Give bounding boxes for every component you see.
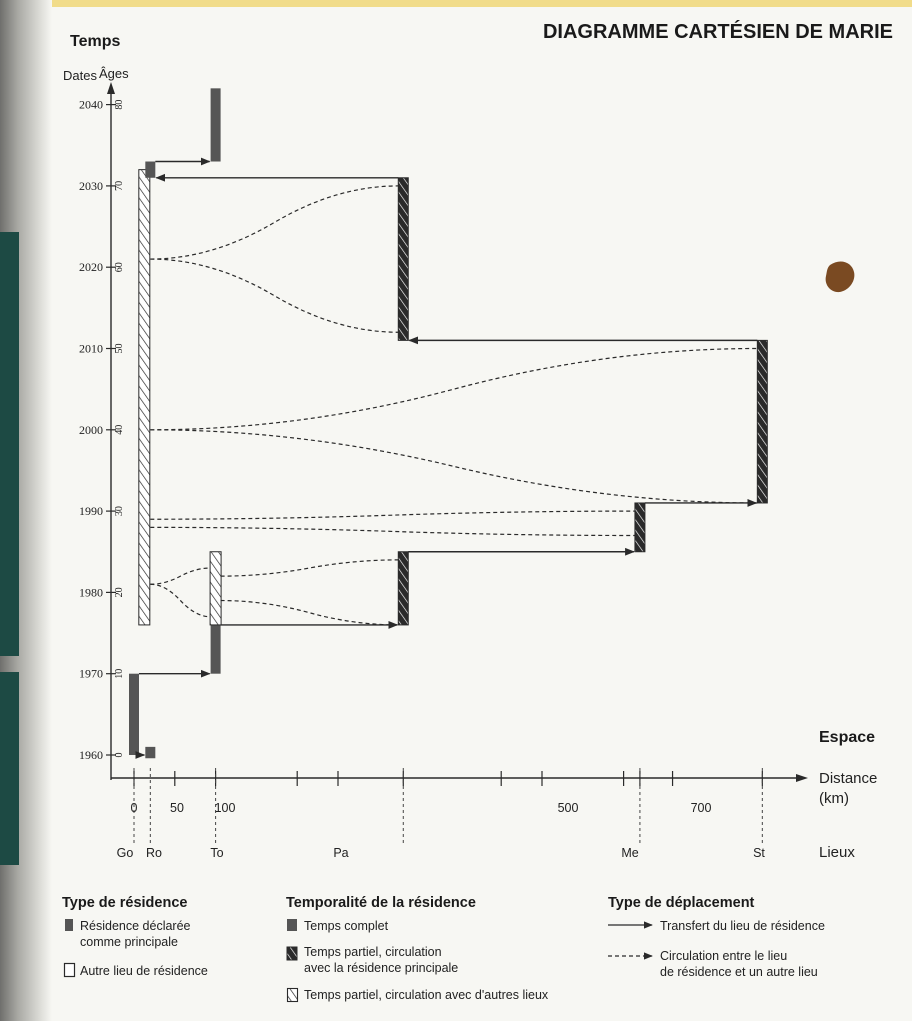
place-label-st: St: [753, 846, 765, 860]
legend-residence-title: Type de résidence: [62, 895, 187, 911]
x-axis-arrow: [796, 774, 808, 782]
legend-circulation-label: Circulation entre le lieu: [660, 949, 787, 963]
age-label-10: 10: [114, 669, 125, 679]
legend-temporality-title: Temporalité de la résidence: [286, 895, 476, 911]
date-label-1980: 1980: [79, 585, 103, 599]
circulation-line-5: [150, 526, 635, 537]
y-axis-title: Temps: [70, 33, 120, 50]
age-label-70: 70: [114, 181, 125, 191]
residence-bar-to-1976: [209, 551, 222, 626]
residence-bar-ro-1959.6: [145, 746, 156, 759]
circulation-line-3: [220, 559, 399, 577]
x-tick-label-0: 0: [131, 801, 138, 815]
x-tick-label-50: 50: [170, 801, 184, 815]
age-label-30: 30: [114, 506, 125, 516]
x-tick-label-500: 500: [558, 801, 579, 815]
distance-unit-label: (km): [819, 790, 849, 807]
distance-label: Distance: [819, 770, 877, 787]
residence-bar-to-1970: [210, 624, 221, 674]
dates-column-header: Dates: [63, 68, 97, 83]
places-axis-label: Lieux: [819, 844, 855, 861]
circulation-line-7: [150, 429, 758, 504]
legend-partial-other-label: Temps partiel, circulation avec d'autres…: [304, 988, 549, 1002]
date-label-2030: 2030: [79, 179, 103, 193]
residence-bar-pa-1976: [397, 551, 409, 626]
date-label-2020: 2020: [79, 260, 103, 274]
legend-principal-label-line2: comme principale: [80, 935, 178, 949]
legend-partial-other-swatch: [286, 987, 299, 1003]
legend-movement-title: Type de déplacement: [608, 895, 755, 911]
date-label-2000: 2000: [79, 423, 103, 437]
ages-column-header: Âges: [99, 66, 129, 81]
circulation-line-9: [150, 258, 399, 333]
circulation-line-6: [150, 347, 758, 431]
place-label-go: Go: [117, 846, 134, 860]
y-axis-arrow: [107, 82, 115, 94]
date-label-2010: 2010: [79, 342, 103, 356]
legend-other-swatch: [63, 962, 76, 978]
legend-principal-swatch: [65, 919, 73, 931]
legend-principal-label: Résidence déclarée: [80, 919, 191, 933]
age-label-0: 0: [114, 753, 125, 758]
page-edge-tab-lower: [0, 672, 19, 865]
page-edge-tab-upper: [0, 232, 19, 656]
top-color-band: [0, 0, 912, 7]
place-label-me: Me: [621, 846, 638, 860]
legend-circulation-label-line2: de résidence et un autre lieu: [660, 965, 818, 979]
circulation-line-0: [150, 583, 211, 618]
legend-full-swatch: [287, 919, 297, 931]
circulation-line-8: [150, 185, 399, 260]
age-label-40: 40: [114, 425, 125, 435]
legend-transfer-label: Transfert du lieu de résidence: [660, 919, 825, 933]
date-label-2040: 2040: [79, 98, 103, 112]
x-tick-label-100: 100: [215, 801, 236, 815]
date-label-1990: 1990: [79, 504, 103, 518]
age-label-50: 50: [114, 344, 125, 354]
date-label-1970: 1970: [79, 667, 103, 681]
decorative-blob: [825, 261, 855, 293]
age-label-60: 60: [114, 262, 125, 272]
residence-bar-st-1991: [756, 339, 768, 504]
x-tick-label-700: 700: [691, 801, 712, 815]
place-label-to: To: [210, 846, 223, 860]
y-axis-ticks: 1960 0 1970 10 1980 20 1990 30 2000 40 2010 50 2020 6…: [79, 98, 125, 762]
x-axis-title: Espace: [819, 729, 875, 746]
circulation-line-4: [150, 510, 635, 520]
place-label-pa: Pa: [333, 846, 348, 860]
circulation-line-2: [220, 599, 399, 626]
residence-bar-go-1960: [129, 673, 139, 755]
diagram-title: DIAGRAMME CARTÉSIEN DE MARIE: [543, 20, 893, 43]
legend-partial-main-label-line2: avec la résidence principale: [304, 961, 458, 975]
x-axis-ticks: [133, 768, 763, 843]
residence-bar-me-1985: [634, 502, 646, 553]
age-label-80: 80: [114, 100, 125, 110]
place-label-ro: Ro: [146, 846, 162, 860]
legend-partial-main-swatch: [286, 946, 298, 961]
legend-full-label: Temps complet: [304, 919, 389, 933]
residence-bar-ro-2031: [145, 161, 156, 178]
circulation-line-1: [150, 567, 211, 585]
residence-bar-ro-1976: [138, 169, 151, 626]
legend-other-label: Autre lieu de résidence: [80, 964, 208, 978]
legend-partial-main-label: Temps partiel, circulation: [304, 945, 442, 959]
diagram-marks: [129, 88, 768, 759]
age-label-20: 20: [114, 587, 125, 597]
date-label-1960: 1960: [79, 748, 103, 762]
residence-bar-to-2033: [210, 88, 221, 162]
residence-bar-pa-2011: [397, 177, 409, 341]
